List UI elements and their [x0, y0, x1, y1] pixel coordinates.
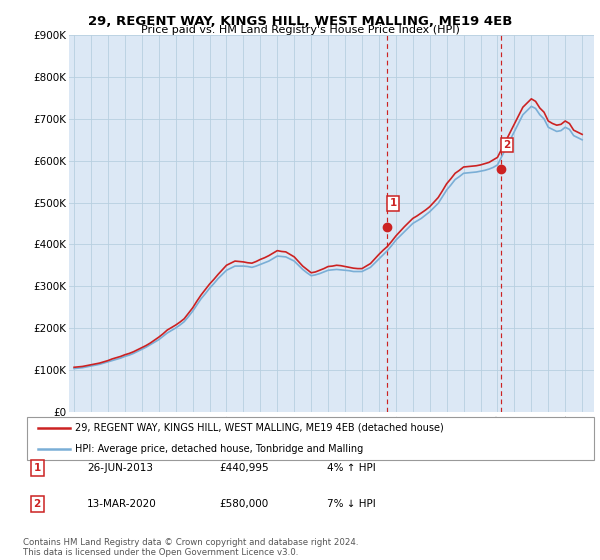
Text: Price paid vs. HM Land Registry's House Price Index (HPI): Price paid vs. HM Land Registry's House …: [140, 25, 460, 35]
Text: 29, REGENT WAY, KINGS HILL, WEST MALLING, ME19 4EB: 29, REGENT WAY, KINGS HILL, WEST MALLING…: [88, 15, 512, 27]
Text: 2: 2: [34, 499, 41, 509]
Text: 13-MAR-2020: 13-MAR-2020: [87, 499, 157, 509]
Text: 4% ↑ HPI: 4% ↑ HPI: [327, 463, 376, 473]
Text: 29, REGENT WAY, KINGS HILL, WEST MALLING, ME19 4EB (detached house): 29, REGENT WAY, KINGS HILL, WEST MALLING…: [75, 423, 444, 432]
Text: 7% ↓ HPI: 7% ↓ HPI: [327, 499, 376, 509]
Text: £440,995: £440,995: [219, 463, 269, 473]
Text: HPI: Average price, detached house, Tonbridge and Malling: HPI: Average price, detached house, Tonb…: [75, 445, 364, 454]
Text: 1: 1: [389, 198, 397, 208]
FancyBboxPatch shape: [27, 417, 594, 460]
Text: 2: 2: [503, 140, 511, 150]
Text: Contains HM Land Registry data © Crown copyright and database right 2024.
This d: Contains HM Land Registry data © Crown c…: [23, 538, 358, 557]
Text: 26-JUN-2013: 26-JUN-2013: [87, 463, 153, 473]
Text: 1: 1: [34, 463, 41, 473]
Text: £580,000: £580,000: [219, 499, 268, 509]
